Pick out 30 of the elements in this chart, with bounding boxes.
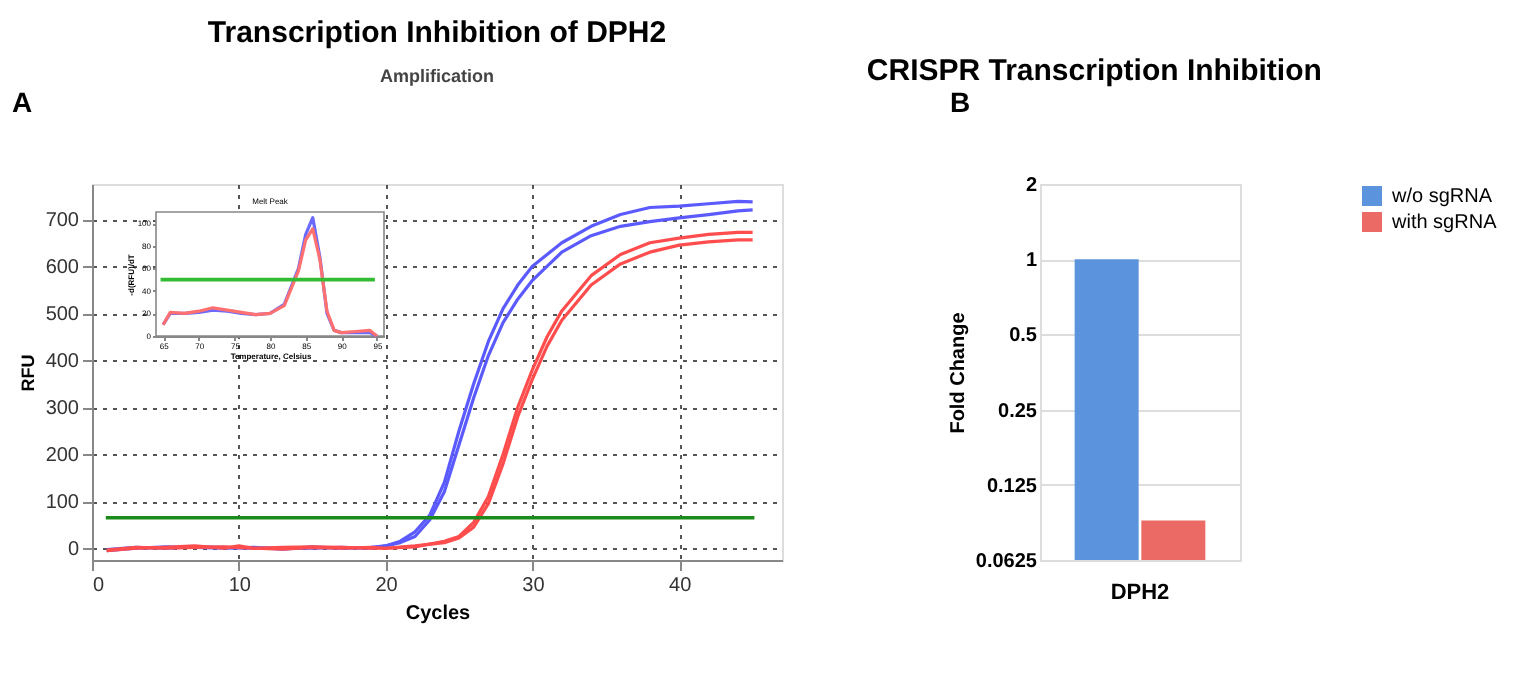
x-tick-label: 10 — [228, 575, 252, 597]
chart-subtitle: Amplification — [379, 66, 495, 86]
x-tick-label: 40 — [669, 575, 693, 597]
text: A — [12, 86, 33, 118]
x-tick-label: 20 — [375, 575, 399, 597]
legend-label: with sgRNA — [1390, 212, 1498, 234]
y-tick-label: 700 — [45, 210, 80, 233]
text: B — [950, 86, 971, 118]
y-tick-label: 1 — [1025, 250, 1038, 273]
x-tick-label: DPH2 — [1110, 581, 1170, 605]
chart-title: Transcription Inhibition of DPH2 — [207, 16, 667, 50]
y-tick-label: 400 — [45, 351, 80, 374]
y-tick-label: 0 — [67, 539, 80, 562]
y-tick-label: 100 — [45, 492, 80, 515]
x-tick-label: 30 — [522, 575, 546, 597]
y-tick-label: 600 — [45, 257, 80, 280]
y-tick-label: 200 — [45, 445, 80, 468]
y-axis-title: RFU — [17, 354, 38, 392]
y-tick-label: 0.25 — [998, 400, 1038, 423]
x-axis-title: Cycles — [405, 603, 472, 625]
y-tick-label: 300 — [45, 398, 80, 421]
chart-title: CRISPR Transcription Inhibition — [866, 54, 1322, 88]
y-tick-label: 0.5 — [1009, 325, 1038, 348]
y-tick-label: 500 — [45, 304, 80, 327]
y-tick-label: 0.125 — [986, 475, 1038, 498]
legend-label: w/o sgRNA — [1390, 186, 1493, 208]
y-tick-label: 2 — [1025, 175, 1038, 197]
x-tick-label: 0 — [93, 575, 105, 597]
y-axis-title: Fold Change — [947, 311, 970, 434]
y-tick-label: 0.0625 — [975, 551, 1038, 573]
